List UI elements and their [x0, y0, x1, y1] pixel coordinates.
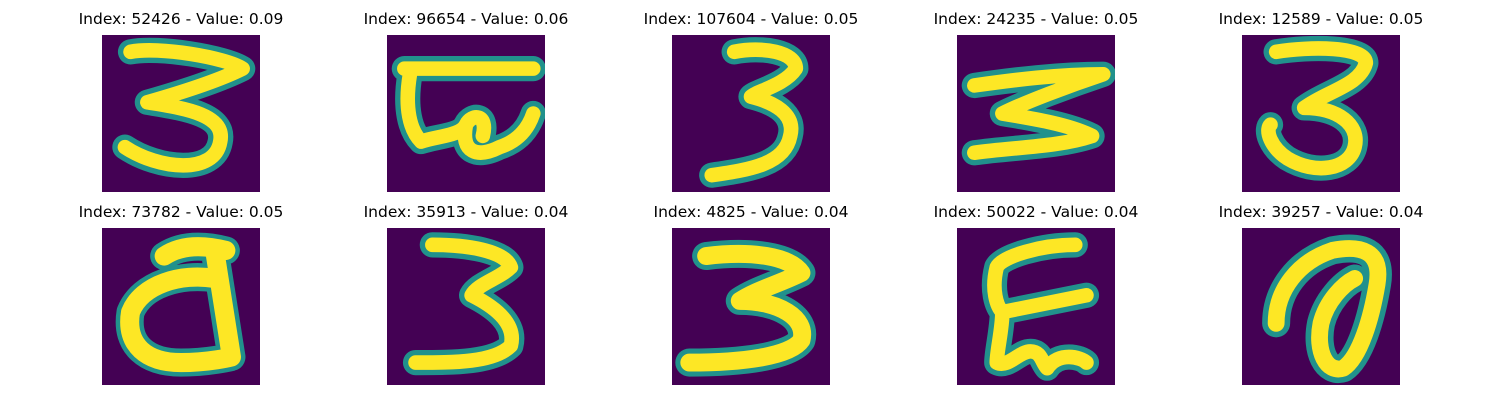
- panel-title: Index: 24235 - Value: 0.05: [933, 10, 1139, 28]
- digit-image: [102, 35, 260, 192]
- digit-image: [102, 228, 260, 385]
- digit-image: [672, 228, 830, 385]
- panel-title: Index: 39257 - Value: 0.04: [1218, 203, 1424, 221]
- digit-image: [1242, 35, 1400, 192]
- panel-title: Index: 52426 - Value: 0.09: [78, 10, 284, 28]
- panel-title: Index: 107604 - Value: 0.05: [643, 10, 859, 28]
- panel-title: Index: 73782 - Value: 0.05: [78, 203, 284, 221]
- digit-image: [387, 228, 545, 385]
- digit-image: [387, 35, 545, 192]
- digit-image: [672, 35, 830, 192]
- panel-title: Index: 35913 - Value: 0.04: [363, 203, 569, 221]
- digit-image: [957, 35, 1115, 192]
- panel-title: Index: 50022 - Value: 0.04: [933, 203, 1139, 221]
- panel-title: Index: 12589 - Value: 0.05: [1218, 10, 1424, 28]
- panel-title: Index: 96654 - Value: 0.06: [363, 10, 569, 28]
- digit-image: [1242, 228, 1400, 385]
- digit-image: [957, 228, 1115, 385]
- panel-title: Index: 4825 - Value: 0.04: [653, 203, 849, 221]
